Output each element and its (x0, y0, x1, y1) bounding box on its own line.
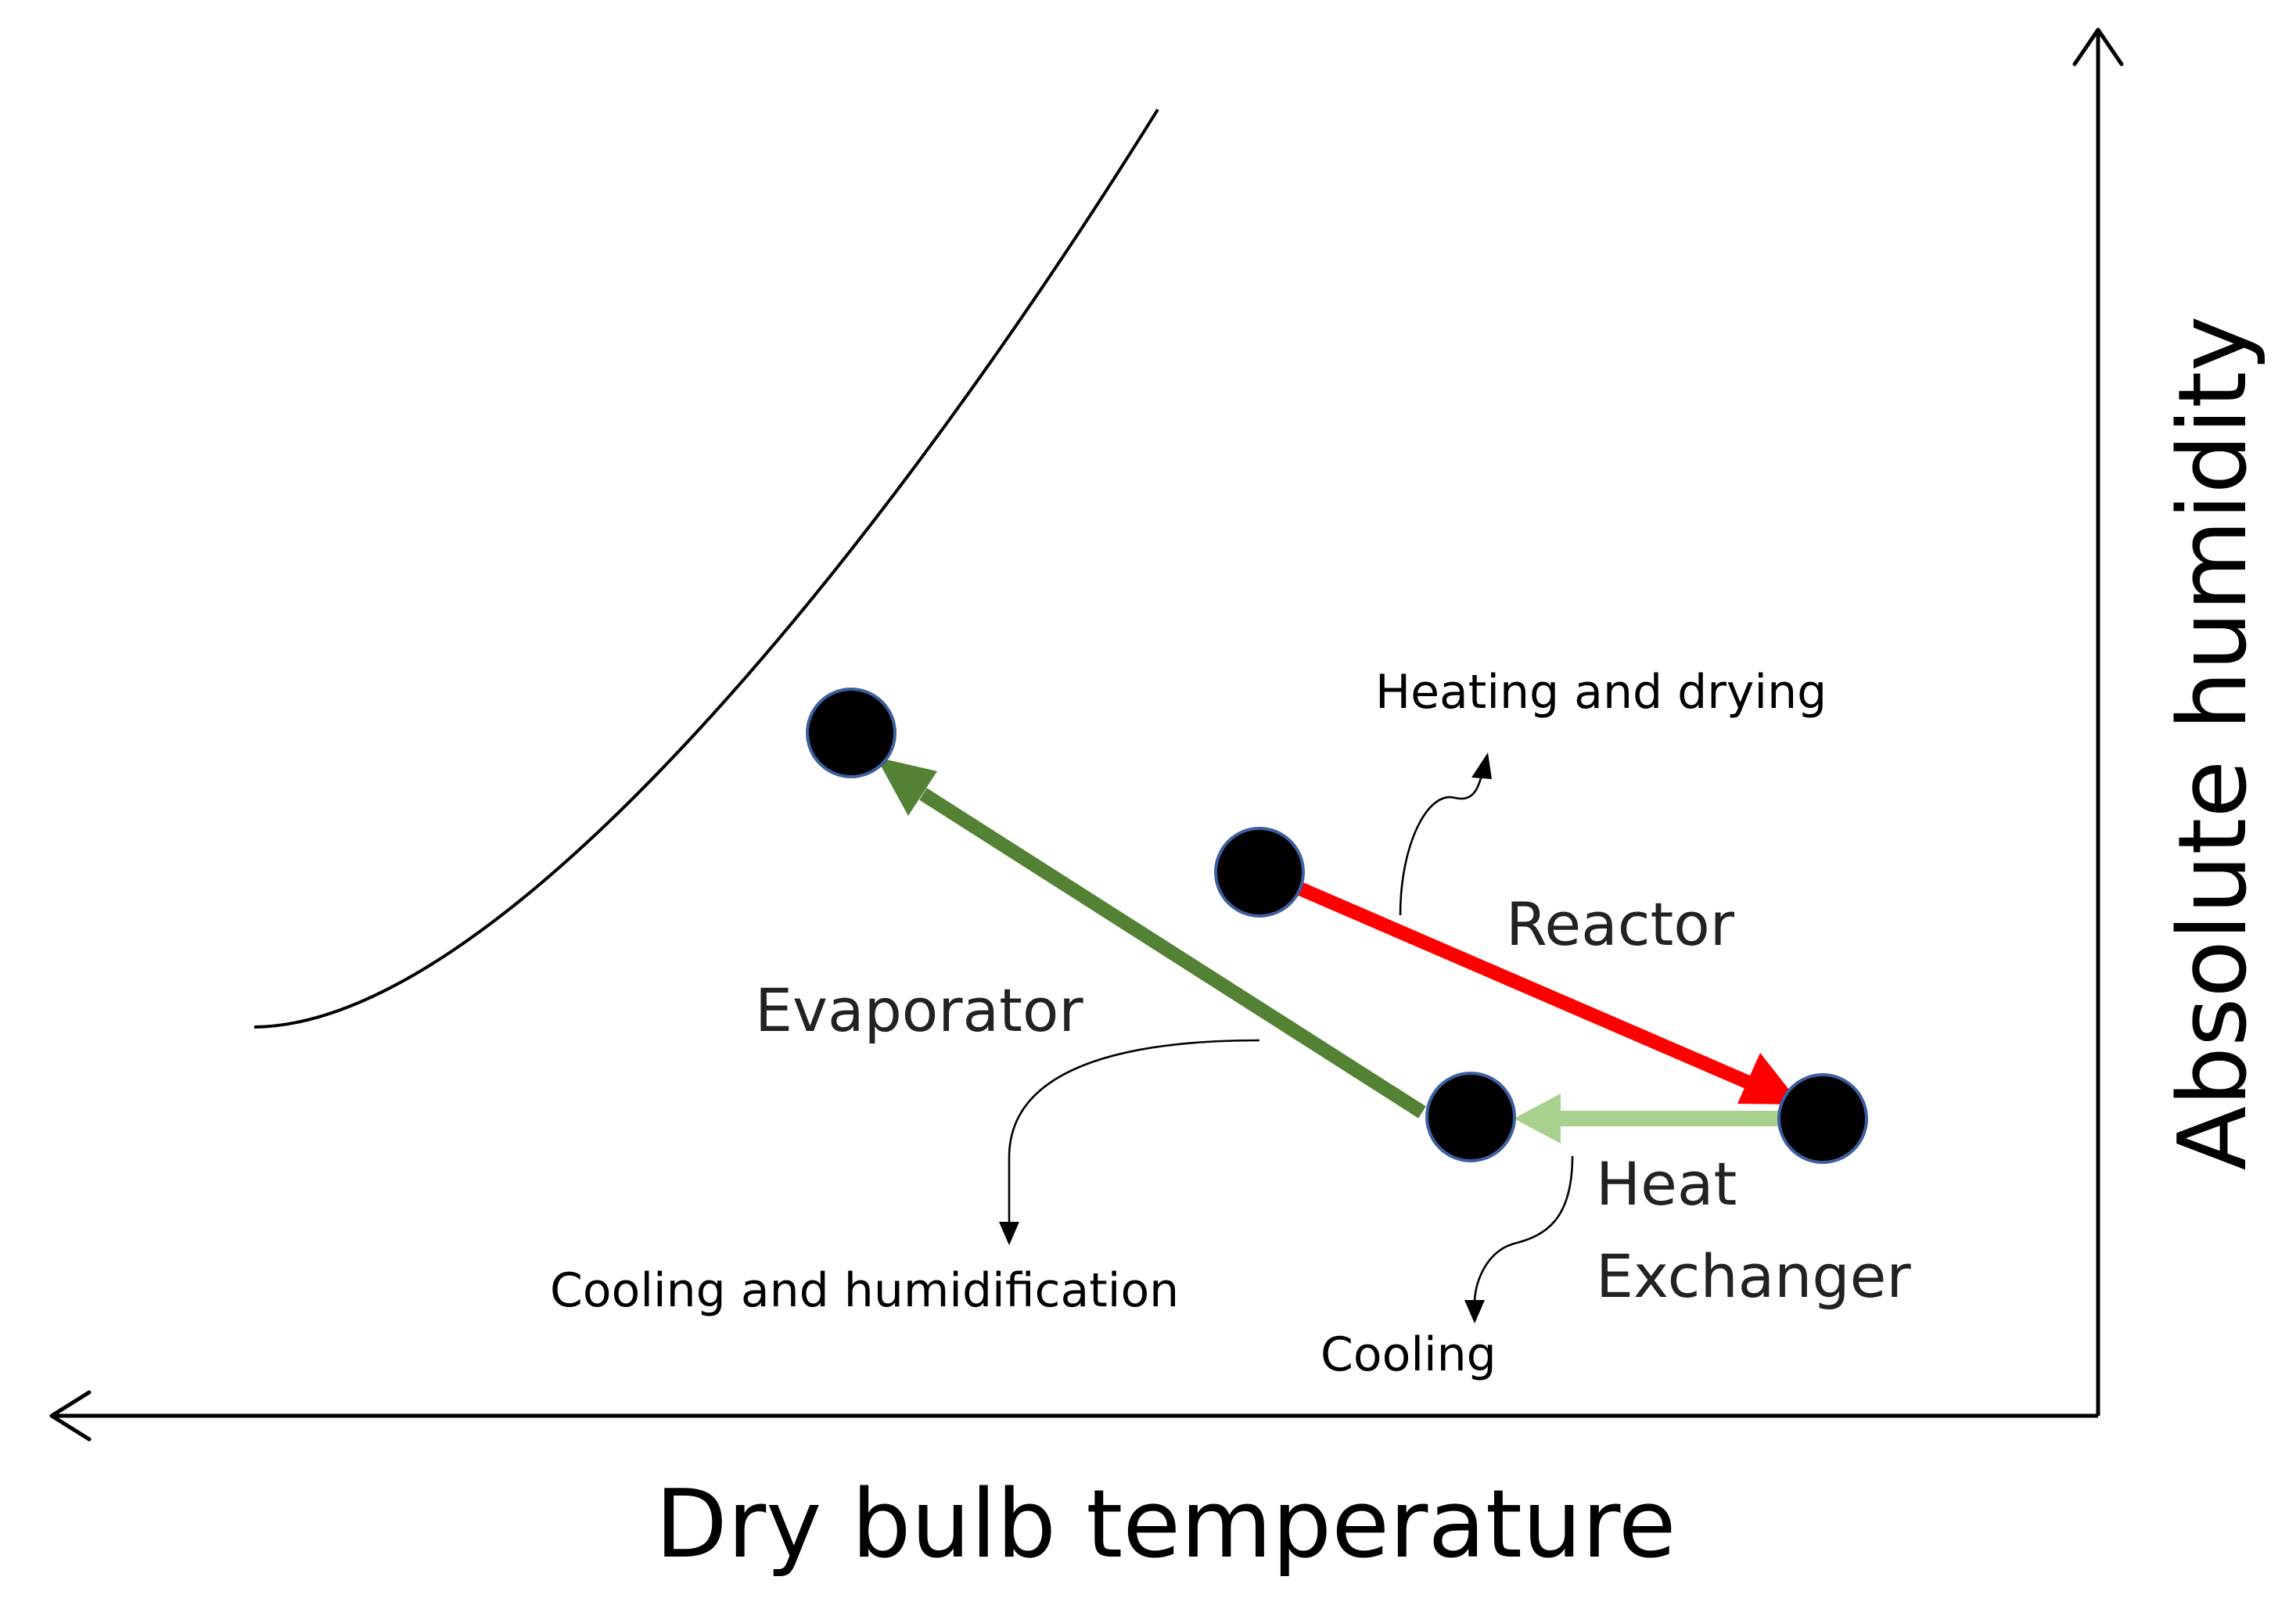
y-axis-label: Absolute humidity (2159, 316, 2268, 1171)
heat-exchanger-label-line1: Heat (1596, 1149, 1737, 1219)
evaporator-arrow (919, 788, 1426, 1119)
state-point-reactor-inlet (1214, 827, 1305, 918)
y-axis-arrowhead (2072, 27, 2124, 66)
evaporator-label: Evaporator (755, 975, 1083, 1045)
heating-drying-note: Heating and drying (1375, 665, 1827, 720)
heat-exchanger-arrowhead (1514, 1094, 1561, 1144)
x-axis-arrowhead (49, 1390, 92, 1442)
heat-exchanger-label-line2: Exchanger (1596, 1241, 1911, 1311)
reactor-arrow (1264, 867, 1755, 1091)
process-arrows (876, 757, 1801, 1144)
state-point-evaporator-outlet (806, 688, 896, 778)
evaporator-arrowhead (876, 757, 937, 816)
cooling-note: Cooling (1320, 1327, 1497, 1382)
state-point-evaporator-inlet (1425, 1072, 1516, 1162)
callouts (999, 752, 1574, 1323)
axes (49, 27, 2124, 1442)
heating-drying-callout (1399, 772, 1484, 916)
cooling-callout-arrowhead (1464, 1300, 1485, 1323)
heating-drying-callout-arrowhead (1471, 752, 1492, 779)
reactor-arrowhead (1737, 1053, 1801, 1104)
cooling-callout (1473, 1155, 1574, 1303)
state-point-reactor-outlet (1777, 1073, 1868, 1164)
cooling-humidification-note: Cooling and humidification (550, 1263, 1179, 1318)
x-axis-label: Dry bulb temperature (655, 1471, 1676, 1579)
state-points (806, 688, 1868, 1164)
saturation-curve (253, 108, 1159, 1029)
reactor-label: Reactor (1506, 889, 1735, 959)
cooling-humidification-callout (1008, 1039, 1260, 1224)
labels: Dry bulb temperature Absolute humidity R… (550, 316, 2268, 1579)
cooling-humidification-callout-arrowhead (999, 1222, 1019, 1245)
